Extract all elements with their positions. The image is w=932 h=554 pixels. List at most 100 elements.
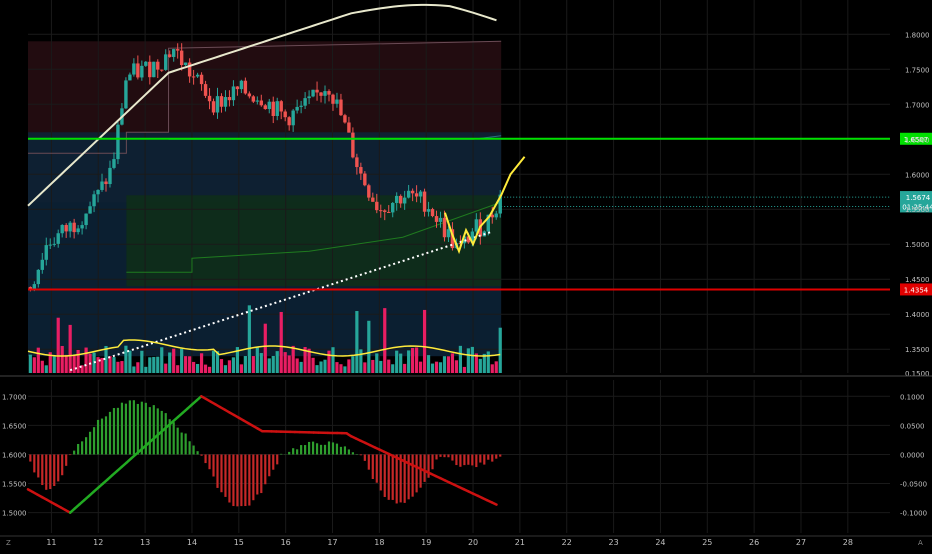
- volume-bar: [148, 357, 151, 373]
- candle: [435, 216, 438, 222]
- candle: [148, 62, 151, 77]
- volume-bar: [164, 364, 167, 373]
- candle: [240, 81, 243, 89]
- volume-bar: [483, 354, 486, 373]
- candle: [53, 244, 56, 245]
- volume-bar: [411, 348, 414, 373]
- candle: [100, 182, 103, 190]
- candle: [347, 122, 350, 132]
- candle: [252, 96, 255, 101]
- volume-bar: [415, 347, 418, 373]
- candle: [280, 101, 283, 111]
- candle: [447, 229, 450, 237]
- volume-bar: [204, 365, 207, 373]
- candle: [323, 91, 326, 96]
- candle: [268, 102, 271, 109]
- candle: [307, 96, 310, 98]
- volume-bar: [391, 364, 394, 373]
- candle: [387, 212, 390, 213]
- volume-bar: [395, 351, 398, 373]
- candle: [172, 49, 175, 57]
- time-tick-label: 16: [281, 538, 291, 547]
- candle: [283, 111, 286, 117]
- time-tick-label: 17: [327, 538, 337, 547]
- volume-bar: [188, 356, 191, 373]
- price-bottom-label: 0.1500: [905, 370, 930, 378]
- time-tick-label: 21: [515, 538, 525, 547]
- candle: [291, 111, 294, 126]
- corner-left-label: Z: [6, 539, 11, 547]
- candle: [287, 117, 290, 125]
- candle: [41, 260, 44, 270]
- volume-bar: [140, 351, 143, 373]
- candle: [180, 51, 183, 65]
- volume-bar: [100, 358, 103, 373]
- candle: [228, 97, 231, 100]
- volume-bar: [407, 350, 410, 373]
- volume-bar: [419, 362, 422, 373]
- volume-bar: [160, 347, 163, 373]
- volume-bar: [180, 349, 183, 373]
- candle: [256, 101, 259, 102]
- volume-bar: [479, 359, 482, 373]
- volume-bar: [65, 355, 68, 373]
- candle: [168, 54, 171, 57]
- candle: [391, 203, 394, 212]
- candle: [112, 159, 115, 168]
- price-tick-label: 1.4500: [905, 276, 930, 284]
- volume-bar: [240, 364, 243, 373]
- time-tick-label: 20: [468, 538, 478, 547]
- volume-bar: [176, 365, 179, 373]
- volume-bar: [367, 321, 370, 373]
- candle: [156, 62, 159, 70]
- candle: [216, 96, 219, 112]
- volume-bar: [280, 312, 283, 373]
- volume-bar: [192, 362, 195, 373]
- volume-bar: [499, 328, 502, 373]
- price-tick-label: 1.3500: [905, 346, 930, 354]
- candle: [88, 206, 91, 213]
- macd-tick-label: -0.1000: [900, 510, 927, 518]
- volume-bar: [228, 360, 231, 373]
- volume-bar: [355, 311, 358, 373]
- volume-bar: [403, 364, 406, 373]
- macd-tick-label: -0.0500: [900, 481, 927, 489]
- candle: [443, 218, 446, 237]
- candle: [315, 90, 318, 93]
- candle: [363, 174, 366, 186]
- time-tick-label: 24: [655, 538, 665, 547]
- volume-bar: [491, 364, 494, 373]
- volume-bar: [443, 356, 446, 373]
- candle: [152, 62, 155, 77]
- volume-bar: [371, 360, 374, 373]
- time-tick-label: 18: [374, 538, 384, 547]
- candle: [136, 63, 139, 77]
- candle: [76, 228, 79, 232]
- candle: [140, 66, 143, 78]
- macd-left-tick-label: 1.5000: [2, 510, 27, 518]
- candle: [367, 185, 370, 197]
- volume-bar: [431, 364, 434, 373]
- volume-bar: [116, 362, 119, 373]
- corner-right-label: A: [918, 539, 923, 547]
- volume-bar: [260, 353, 263, 373]
- time-tick-label: 13: [140, 538, 150, 547]
- candle: [236, 86, 239, 89]
- macd-line-segment: [492, 502, 497, 504]
- volume-bar: [335, 362, 338, 373]
- volume-bar: [447, 356, 450, 373]
- candle: [383, 210, 386, 212]
- volume-bar: [73, 355, 76, 373]
- candle: [295, 107, 298, 111]
- candle: [415, 193, 418, 196]
- volume-bar: [296, 358, 299, 373]
- candle: [164, 54, 167, 70]
- time-tick-label: 28: [843, 538, 853, 547]
- candle: [72, 223, 75, 232]
- candle: [124, 80, 127, 108]
- candle: [84, 214, 87, 225]
- candle: [407, 191, 410, 198]
- candle: [359, 167, 362, 174]
- candle: [331, 95, 334, 104]
- candle: [104, 182, 107, 185]
